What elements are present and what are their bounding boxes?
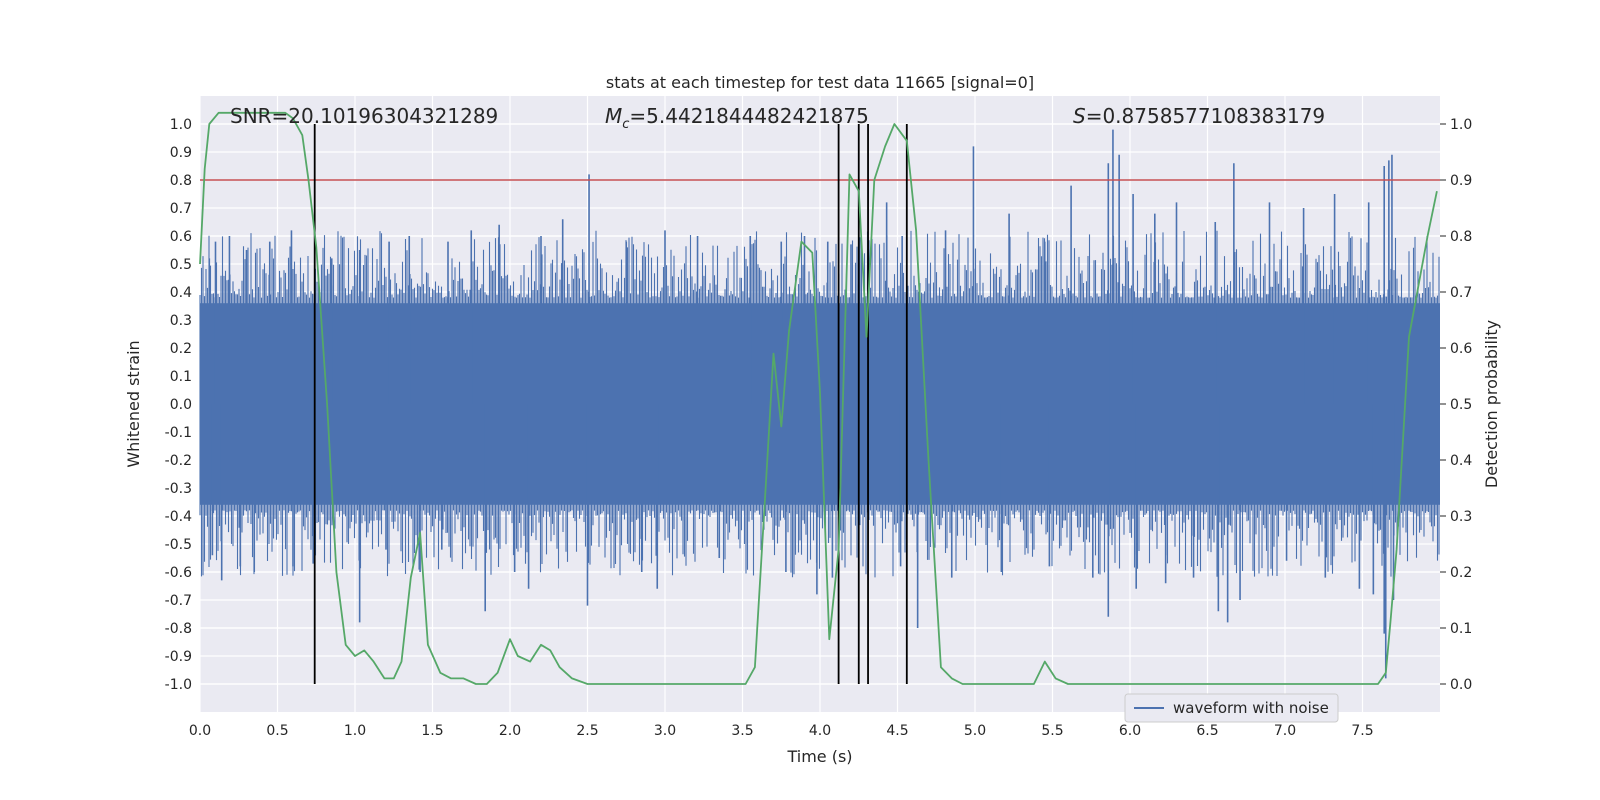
x-tick-label: 7.5: [1351, 723, 1373, 739]
y2-tick-label: 0.9: [1450, 173, 1472, 189]
y2-tick-label: 0.2: [1450, 565, 1472, 581]
s-symbol: S: [1073, 104, 1086, 128]
x-tick-label: 3.5: [731, 723, 753, 739]
y-tick-label: -0.3: [165, 481, 192, 497]
mc-subscript: c: [622, 117, 629, 132]
legend: waveform with noise: [1124, 693, 1339, 723]
y-tick-label: 0.1: [170, 369, 192, 385]
y-tick-label: 0.2: [170, 341, 192, 357]
x-tick-label: 6.5: [1196, 723, 1218, 739]
y2-tick-label: 0.0: [1450, 677, 1472, 693]
chart-title: stats at each timestep for test data 116…: [606, 73, 1034, 92]
y2-axis-label: Detection probability: [1482, 320, 1501, 488]
x-tick-label: 0.5: [266, 723, 288, 739]
x-tick-label: 1.5: [421, 723, 443, 739]
legend-box: [1124, 693, 1339, 723]
mc-value: =5.4421844482421875: [629, 104, 868, 128]
x-tick-label: 1.0: [344, 723, 366, 739]
y-tick-label: -0.5: [165, 537, 192, 553]
y-tick-label: -1.0: [165, 677, 192, 693]
x-tick-label: 5.0: [964, 723, 986, 739]
y2-axis-ticks: 1.0 0.9 0.8 0.7 0.6 0.5 0.4 0.3 0.2 0.1 0.0: [1440, 117, 1472, 693]
y-tick-label: -0.4: [165, 509, 192, 525]
x-tick-label: 2.5: [576, 723, 598, 739]
y-tick-label: 0.6: [170, 229, 192, 245]
y2-tick-label: 0.6: [1450, 341, 1472, 357]
y-tick-label: 0.0: [170, 397, 192, 413]
y2-tick-label: 0.4: [1450, 453, 1472, 469]
y2-tick-label: 0.8: [1450, 229, 1472, 245]
x-axis-label: Time (s): [786, 747, 852, 766]
x-tick-label: 4.5: [886, 723, 908, 739]
y2-tick-label: 0.1: [1450, 621, 1472, 637]
x-tick-label: 3.0: [654, 723, 676, 739]
y2-tick-label: 0.3: [1450, 509, 1472, 525]
y-tick-label: 0.5: [170, 257, 192, 273]
y-tick-label: 0.9: [170, 145, 192, 161]
x-tick-label: 5.5: [1041, 723, 1063, 739]
y2-tick-label: 0.5: [1450, 397, 1472, 413]
s-annotation: S=0.8758577108383179: [1073, 104, 1325, 128]
mc-annotation: Mc=5.4421844482421875: [605, 104, 869, 132]
event-markers: [313, 124, 908, 684]
y-axis-label: Whitened strain: [124, 340, 143, 467]
mc-symbol: M: [605, 104, 622, 128]
y-tick-label: 1.0: [170, 117, 192, 133]
y-axis-ticks: 1.0 0.9 0.8 0.7 0.6 0.5 0.4 0.3 0.2 0.1 0.0 -0.1 -0.…: [165, 117, 192, 693]
x-tick-label: 4.0: [809, 723, 831, 739]
y2-tick-label: 1.0: [1450, 117, 1472, 133]
probability-line: [199, 111, 1438, 685]
y-tick-label: 0.4: [170, 285, 192, 301]
y2-tick-label: 0.7: [1450, 285, 1472, 301]
snr-annotation: SNR=20.10196304321289: [230, 104, 498, 128]
s-value: =0.8758577108383179: [1086, 104, 1325, 128]
y-tick-label: -0.7: [165, 593, 192, 609]
legend-label: waveform with noise: [1173, 699, 1329, 717]
y-tick-label: 0.7: [170, 201, 192, 217]
x-tick-label: 2.0: [499, 723, 521, 739]
y-tick-label: -0.6: [165, 565, 192, 581]
y-tick-label: 0.3: [170, 313, 192, 329]
y-tick-label: -0.2: [165, 453, 192, 469]
probability-series: [199, 111, 1438, 685]
x-tick-label: 0.0: [189, 723, 211, 739]
x-axis-ticks: 0.0 0.5 1.0 1.5 2.0 2.5 3.0 3.5 4.0 4.5 5.0 5.5 6.0 6…: [189, 723, 1374, 739]
x-tick-label: 7.0: [1274, 723, 1296, 739]
y-tick-label: -0.8: [165, 621, 192, 637]
y-tick-label: -0.9: [165, 649, 192, 665]
y-tick-label: -0.1: [165, 425, 192, 441]
x-tick-label: 6.0: [1119, 723, 1141, 739]
y-tick-label: 0.8: [170, 173, 192, 189]
